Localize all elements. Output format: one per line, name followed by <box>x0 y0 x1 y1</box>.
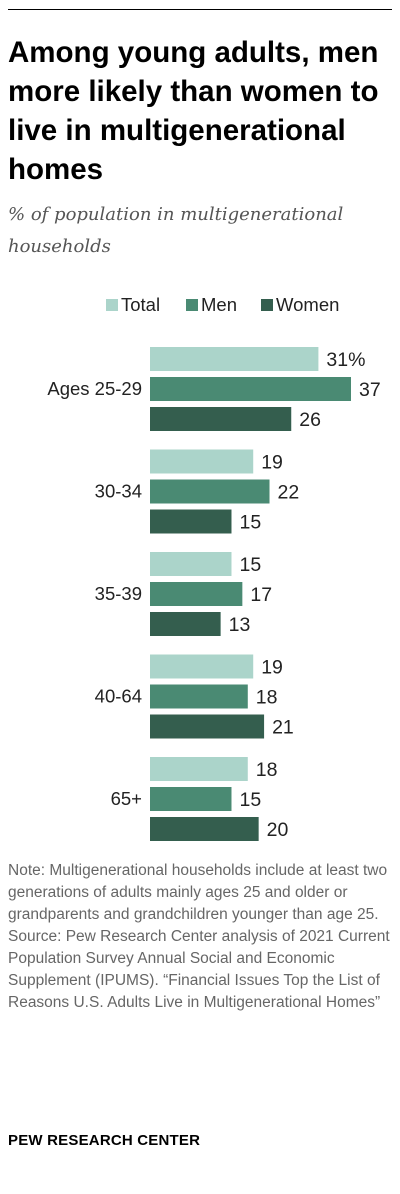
chart-title: Among young adults, men more likely than… <box>8 36 379 186</box>
data-label-women: 15 <box>239 512 261 534</box>
bar-total <box>150 654 254 679</box>
bar-women <box>150 509 232 534</box>
data-label-total: 31% <box>326 349 365 371</box>
bar-women <box>150 817 259 841</box>
data-label-men: 18 <box>256 687 278 709</box>
data-label-men: 37 <box>359 379 381 401</box>
source-text: Source: Pew Research Center analysis of … <box>8 928 390 989</box>
footer-org: PEW RESEARCH CENTER <box>8 1132 201 1149</box>
category-label: 30-34 <box>95 481 142 502</box>
note-text: Note: Multigenerational households inclu… <box>8 862 388 923</box>
data-label-men: 17 <box>250 584 272 606</box>
bar-total <box>150 552 232 576</box>
legend-swatch-women <box>261 299 273 311</box>
data-label-women: 13 <box>229 614 251 636</box>
legend-label-women: Women <box>276 294 339 315</box>
category-label: 65+ <box>111 788 142 809</box>
legend-swatch-men <box>186 299 198 311</box>
bar-men <box>150 377 351 401</box>
bar-total <box>150 757 248 781</box>
legend-swatch-total <box>106 299 118 311</box>
bar-men <box>150 582 243 606</box>
bar-women <box>150 714 265 739</box>
category-label: Ages 25-29 <box>47 378 142 399</box>
category-label: 35-39 <box>95 583 142 604</box>
category-label: 40-64 <box>95 686 142 707</box>
bar-men <box>150 787 232 811</box>
data-label-men: 15 <box>239 789 261 811</box>
data-label-total: 19 <box>261 657 283 679</box>
chart-note: Note: Multigenerational households inclu… <box>8 860 396 1014</box>
data-label-total: 15 <box>239 554 261 576</box>
bar-men <box>150 684 248 709</box>
data-label-women: 21 <box>272 717 294 739</box>
report-title: “Financial Issues Top the List of Reason… <box>8 972 381 1011</box>
bar-total <box>150 449 254 474</box>
data-label-men: 22 <box>278 482 300 504</box>
bar-chart: Total Men Women Ages 25-29 31% 37 26 30-34 19 22 1… <box>47 294 381 841</box>
chart-subtitle: % of population in multigenerational hou… <box>8 204 344 257</box>
bar-total <box>150 347 319 371</box>
bar-men <box>150 479 270 504</box>
top-rule <box>8 9 392 10</box>
legend-label-total: Total <box>121 294 160 315</box>
data-label-total: 19 <box>261 452 283 474</box>
legend-label-men: Men <box>201 294 237 315</box>
bar-women <box>150 612 221 636</box>
data-label-women: 20 <box>267 819 289 841</box>
bar-women <box>150 407 292 431</box>
data-label-women: 26 <box>299 409 321 431</box>
data-label-total: 18 <box>256 759 278 781</box>
